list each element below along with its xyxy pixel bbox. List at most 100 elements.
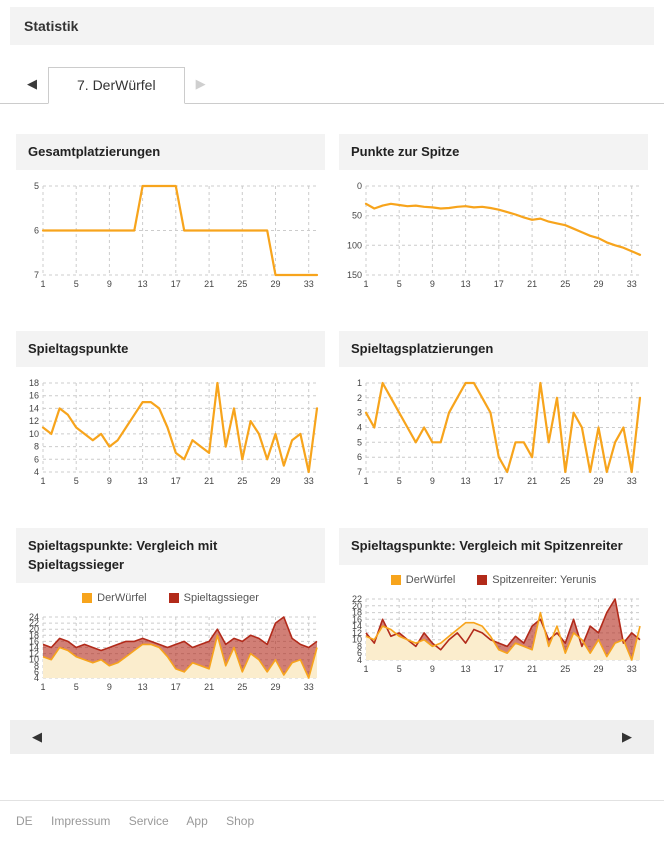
svg-text:29: 29 [270, 279, 280, 289]
svg-text:20: 20 [352, 600, 362, 610]
gesamtplatzierungen-line-chart: 5 6 7 1 5 9 13 17 21 25 29 33 [16, 179, 325, 291]
legend-item: Spieltagssieger [168, 591, 259, 604]
chart-title: Gesamtplatzierungen [16, 134, 325, 171]
svg-text:9: 9 [430, 476, 435, 486]
svg-text:9: 9 [107, 279, 112, 289]
svg-text:33: 33 [304, 279, 314, 289]
svg-text:1: 1 [363, 476, 368, 486]
svg-text:21: 21 [527, 476, 537, 486]
svg-text:17: 17 [171, 682, 181, 692]
legend-swatch-red [168, 592, 179, 603]
svg-text:24: 24 [29, 612, 39, 622]
svg-text:0: 0 [357, 181, 362, 191]
svg-text:7: 7 [34, 270, 39, 280]
svg-text:16: 16 [29, 636, 39, 646]
chart-title: Spieltagspunkte [16, 331, 325, 368]
svg-text:21: 21 [204, 279, 214, 289]
spieltagspunkte-line-chart: 4 6 8 10 12 14 16 18 1 5 9 13 17 21 25 29 33 [16, 376, 325, 488]
svg-text:5: 5 [74, 682, 79, 692]
legend-item: DerWürfel [390, 573, 456, 586]
legend-item: DerWürfel [82, 592, 147, 604]
chart-legend: DerWürfel Spieltagssieger [16, 592, 325, 604]
svg-text:100: 100 [347, 240, 362, 250]
chart-legend: DerWürfel Spitzenreiter: Yerunis [339, 574, 648, 586]
svg-text:8: 8 [34, 661, 39, 671]
legend-label: DerWürfel [405, 573, 456, 586]
svg-text:20: 20 [29, 624, 39, 634]
svg-text:13: 13 [461, 476, 471, 486]
legend-item: Spitzenreiter: Yerunis [477, 574, 596, 586]
chart-title: Spieltagsplatzierungen [339, 331, 648, 368]
pager-prev-arrow-icon[interactable]: ◀ [32, 728, 42, 744]
svg-text:1: 1 [363, 664, 368, 674]
svg-text:25: 25 [237, 476, 247, 486]
svg-text:5: 5 [74, 279, 79, 289]
pager-next-arrow-icon[interactable]: ▶ [622, 728, 632, 744]
footer-link-shop[interactable]: Shop [226, 813, 255, 828]
chart-title: Punkte zur Spitze [339, 134, 648, 171]
svg-text:13: 13 [461, 279, 471, 289]
svg-text:9: 9 [430, 279, 435, 289]
svg-text:25: 25 [237, 682, 247, 692]
svg-text:13: 13 [461, 664, 471, 674]
svg-text:1: 1 [40, 476, 45, 486]
svg-text:10: 10 [29, 429, 39, 439]
prev-tab-arrow-icon[interactable]: ◀ [27, 76, 37, 91]
page-header: Statistik [10, 7, 654, 45]
svg-text:21: 21 [527, 279, 537, 289]
svg-text:33: 33 [627, 476, 637, 486]
svg-text:10: 10 [29, 654, 39, 664]
svg-text:14: 14 [352, 621, 362, 631]
legend-label: Spieltagssieger [183, 591, 259, 604]
panel-vergleich-spieltagssieger: Spieltagspunkte: Vergleich mit Spieltags… [16, 528, 325, 693]
svg-text:29: 29 [270, 476, 280, 486]
svg-text:18: 18 [352, 607, 362, 617]
tab-label: 7. DerWürfel [77, 77, 156, 93]
svg-text:16: 16 [29, 391, 39, 401]
svg-text:33: 33 [304, 682, 314, 692]
svg-text:21: 21 [204, 682, 214, 692]
svg-text:14: 14 [29, 642, 39, 652]
chart-title: Spieltagspunkte: Vergleich mit Spitzenre… [339, 528, 648, 565]
svg-text:8: 8 [357, 641, 362, 651]
footer-link-impressum[interactable]: Impressum [51, 813, 111, 828]
panel-punkte-zur-spitze: Punkte zur Spitze 0 50 100 150 1 5 9 13 17 21 25 29… [339, 134, 648, 291]
statistik-page: Statistik ◀ 7. DerWürfel ▶ Gesamtplatzie… [0, 7, 664, 848]
svg-text:22: 22 [352, 594, 362, 604]
svg-text:17: 17 [494, 476, 504, 486]
footer-link-language[interactable]: DE [16, 813, 33, 828]
legend-swatch-orange [82, 592, 93, 603]
legend-label: DerWürfel [97, 591, 147, 604]
panel-vergleich-spitzenreiter: Spieltagspunkte: Vergleich mit Spitzenre… [339, 528, 648, 693]
svg-text:50: 50 [352, 211, 362, 221]
svg-text:17: 17 [494, 279, 504, 289]
svg-text:29: 29 [593, 664, 603, 674]
charts-grid: Gesamtplatzierungen 5 6 7 1 5 9 13 17 21 25 29 33 P… [16, 134, 648, 694]
chart-title: Spieltagspunkte: Vergleich mit Spieltags… [16, 528, 325, 583]
svg-text:33: 33 [627, 279, 637, 289]
svg-text:5: 5 [34, 181, 39, 191]
svg-text:6: 6 [34, 226, 39, 236]
svg-text:29: 29 [593, 476, 603, 486]
svg-text:6: 6 [34, 455, 39, 465]
svg-text:6: 6 [34, 667, 39, 677]
footer-link-app[interactable]: App [186, 813, 208, 828]
vergleich-spieltagssieger-area-chart: 4 6 8 10 12 14 16 18 20 22 24 1 5 9 13 17 21 25 29 33 [16, 610, 325, 694]
svg-text:18: 18 [29, 378, 39, 388]
svg-text:25: 25 [560, 664, 570, 674]
next-tab-arrow-icon[interactable]: ▶ [195, 76, 206, 91]
svg-text:1: 1 [357, 378, 362, 388]
svg-text:5: 5 [357, 438, 362, 448]
spieltagsplatzierungen-line-chart: 1 2 3 4 5 6 7 1 5 9 13 17 21 25 29 33 [339, 376, 648, 488]
svg-text:13: 13 [138, 682, 148, 692]
footer-link-service[interactable]: Service [128, 813, 169, 828]
svg-text:21: 21 [204, 476, 214, 486]
svg-text:13: 13 [138, 279, 148, 289]
svg-text:12: 12 [29, 648, 39, 658]
svg-text:18: 18 [29, 630, 39, 640]
svg-text:25: 25 [560, 279, 570, 289]
svg-text:7: 7 [357, 467, 362, 477]
tab-active-matchday[interactable]: 7. DerWürfel [48, 67, 185, 104]
panel-spieltagsplatzierungen: Spieltagsplatzierungen 1 2 3 4 5 6 7 1 5 9 13 17 21 2… [339, 331, 648, 488]
panel-spieltagspunkte: Spieltagspunkte 4 6 8 10 12 14 16 18 1 5 9 13 17 21 25… [16, 331, 325, 488]
